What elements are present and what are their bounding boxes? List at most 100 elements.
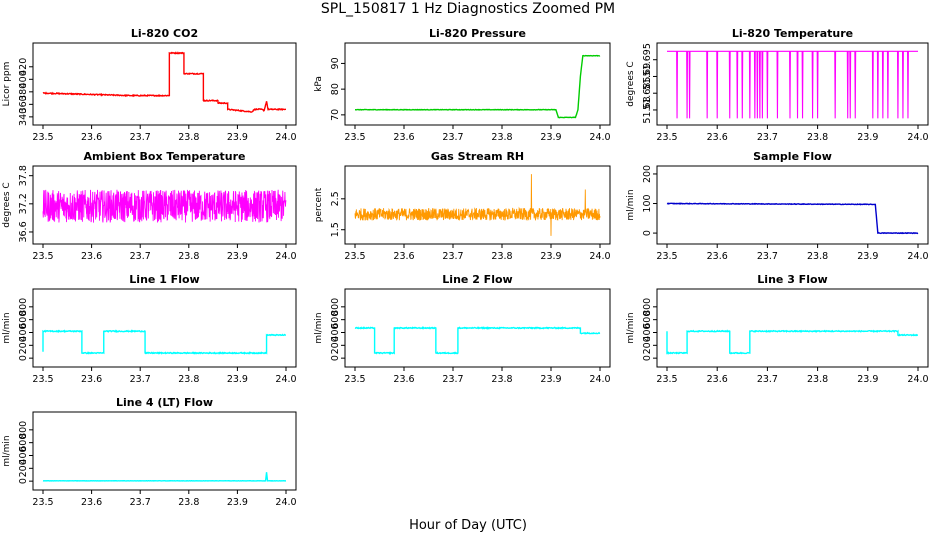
x-tick-label: 23.5 [656, 251, 677, 262]
panel-4: Ambient Box Temperature 23.5 23.6 23.7 23.8 2… [2, 150, 297, 262]
y-tick-label: 800 [18, 298, 29, 316]
x-tick-label: 23.8 [807, 374, 828, 385]
plot-frame [344, 165, 611, 245]
data-series-line [42, 472, 287, 482]
x-tick-label: 23.6 [707, 374, 728, 385]
x-tick-label: 23.7 [130, 374, 151, 385]
x-tick-label: 23.6 [393, 132, 414, 143]
x-tick-label: 23.5 [344, 132, 365, 143]
y-axis-label: ml/min [2, 435, 12, 466]
x-tick-label: 23.7 [442, 251, 463, 262]
y-tick-label: 400 [642, 323, 653, 341]
y-tick-label: 200 [330, 336, 341, 354]
x-tick-label: 24.0 [589, 251, 610, 262]
x-tick-label: 23.9 [857, 374, 878, 385]
y-axis-label: degrees C [626, 61, 636, 106]
plot-frame [656, 42, 929, 126]
x-tick-label: 23.7 [757, 374, 778, 385]
y-tick-label: 51.685 [642, 77, 653, 110]
data-series-line [354, 174, 601, 236]
panel-5: Gas Stream RH 23.5 23.6 23.7 23.8 23.9 24.0 1.5… [314, 150, 611, 262]
y-axis-label: percent [314, 187, 324, 222]
y-tick-label: 200 [18, 336, 29, 354]
figure-title: SPL_150817 1 Hz Diagnostics Zoomed PM [320, 1, 616, 17]
y-tick-label: 36.6 [18, 221, 29, 242]
x-tick-label: 23.9 [227, 251, 248, 262]
x-tick-label: 23.9 [857, 132, 878, 143]
plot-frame [656, 165, 929, 245]
y-axis-label: Licor ppm [2, 62, 12, 107]
panel-title: Line 4 (LT) Flow [116, 396, 213, 409]
x-tick-label: 24.0 [589, 132, 610, 143]
y-tick-label: 0 [642, 355, 653, 361]
y-tick-label: 400 [18, 70, 29, 88]
x-tick-label: 24.0 [275, 132, 296, 143]
data-series-line [666, 202, 919, 235]
plot-frame [32, 42, 297, 126]
x-tick-label: 23.6 [707, 251, 728, 262]
x-tick-label: 23.9 [540, 251, 561, 262]
x-tick-label: 24.0 [275, 497, 296, 508]
y-tick-label: 400 [18, 323, 29, 341]
panel-7: Line 1 Flow 23.5 23.6 23.7 23.8 23.9 24.0 02004… [2, 273, 297, 385]
x-tick-label: 23.5 [32, 132, 53, 143]
x-tick-label: 23.6 [81, 132, 102, 143]
x-tick-label: 23.7 [130, 251, 151, 262]
panel-title: Ambient Box Temperature [84, 150, 246, 163]
y-tick-label: 400 [18, 446, 29, 464]
y-tick-label: 37.2 [18, 193, 29, 214]
panel-title: Gas Stream RH [431, 150, 524, 163]
y-tick-label: 0 [18, 355, 29, 361]
x-tick-label: 23.8 [491, 374, 512, 385]
figure-x-axis-label: Hour of Day (UTC) [409, 518, 527, 533]
y-tick-label: 600 [18, 434, 29, 452]
y-tick-label: 70 [330, 109, 341, 121]
y-tick-label: 90 [330, 57, 341, 69]
y-tick-label: 200 [18, 459, 29, 477]
x-tick-label: 23.7 [757, 132, 778, 143]
x-tick-label: 24.0 [907, 132, 928, 143]
x-tick-label: 23.7 [130, 497, 151, 508]
x-tick-label: 23.6 [393, 251, 414, 262]
x-tick-label: 23.7 [442, 374, 463, 385]
x-tick-label: 23.5 [344, 251, 365, 262]
y-tick-label: 600 [642, 311, 653, 329]
y-tick-label: 0 [330, 355, 341, 361]
panel-1: Li-820 CO2 23.5 23.6 23.7 23.8 23.9 24.0 340360… [2, 27, 297, 143]
panel-title: Line 3 Flow [757, 273, 827, 286]
y-tick-label: 800 [642, 298, 653, 316]
y-tick-label: 51.695 [642, 43, 653, 76]
x-tick-label: 23.9 [857, 251, 878, 262]
x-tick-label: 23.8 [178, 132, 199, 143]
x-tick-label: 24.0 [275, 374, 296, 385]
x-tick-label: 23.9 [540, 132, 561, 143]
x-tick-label: 23.5 [656, 132, 677, 143]
x-tick-label: 23.5 [32, 497, 53, 508]
panel-6: Sample Flow 23.5 23.6 23.7 23.8 23.9 24.0 0 100 2… [626, 150, 929, 262]
x-tick-label: 23.6 [81, 374, 102, 385]
y-axis-label: kPa [314, 76, 324, 92]
x-tick-label: 23.5 [656, 374, 677, 385]
y-tick-label: 200 [642, 336, 653, 354]
y-tick-label: 420 [18, 58, 29, 76]
x-tick-label: 23.6 [81, 497, 102, 508]
plot-frame [32, 165, 297, 245]
y-tick-label: 360 [18, 95, 29, 113]
plot-frame [656, 288, 929, 368]
plot-frame [32, 288, 297, 368]
x-tick-label: 23.6 [81, 251, 102, 262]
x-tick-label: 23.5 [344, 374, 365, 385]
x-tick-label: 23.6 [707, 132, 728, 143]
panel-title: Li-820 CO2 [131, 27, 198, 40]
panel-title: Li-820 Temperature [732, 27, 853, 40]
y-tick-label: 37.8 [18, 165, 29, 186]
y-tick-label: 800 [330, 298, 341, 316]
data-series-line [42, 189, 287, 223]
panel-3: Li-820 Temperature 23.5 23.6 23.7 23.8 23.9 24… [626, 27, 929, 143]
x-tick-label: 23.9 [227, 497, 248, 508]
x-tick-label: 23.8 [178, 251, 199, 262]
plot-frame [344, 288, 611, 368]
x-tick-label: 23.6 [393, 374, 414, 385]
y-tick-label: 380 [18, 83, 29, 101]
y-axis-label: ml/min [2, 312, 12, 343]
